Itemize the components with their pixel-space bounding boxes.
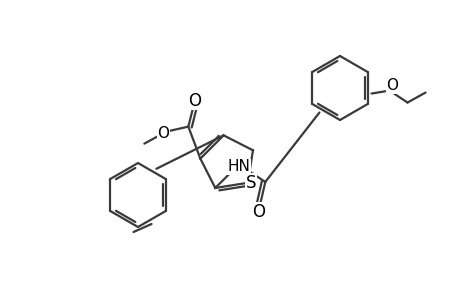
Text: HN: HN: [227, 159, 250, 174]
Text: O: O: [251, 203, 264, 221]
Text: O: O: [386, 78, 397, 93]
Text: S: S: [245, 174, 256, 192]
Text: O: O: [187, 92, 201, 110]
Text: O: O: [157, 126, 169, 141]
